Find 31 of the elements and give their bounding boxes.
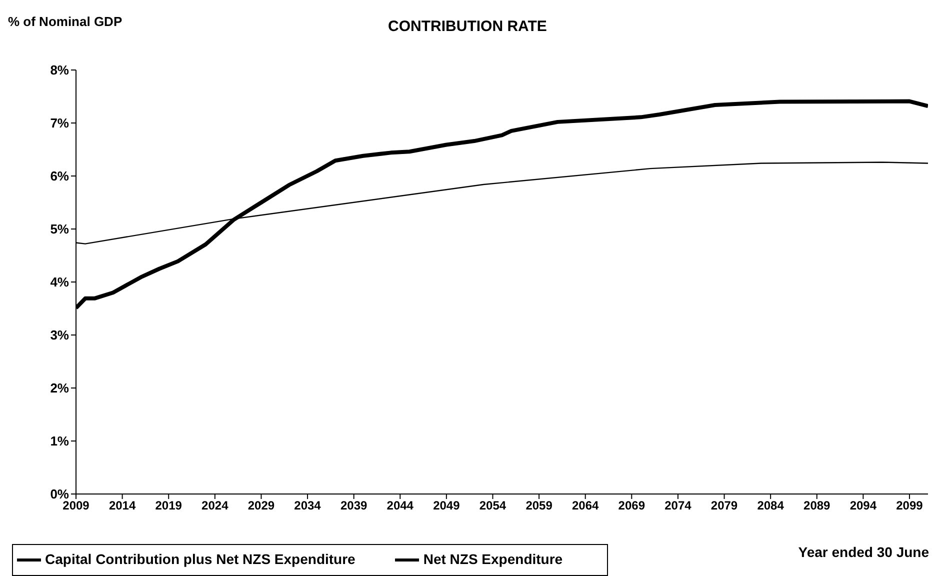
x-tick-label: 2014 [108,498,136,513]
x-tick-label: 2084 [757,498,784,513]
x-tick-label: 2069 [618,498,646,513]
x-tick-label: 2044 [386,498,414,513]
x-tick-label: 2039 [340,498,368,513]
x-tick-label: 2094 [850,498,877,513]
y-axis-title: % of Nominal GDP [8,14,122,29]
x-tick-label: 2049 [433,498,460,513]
chart-title: CONTRIBUTION RATE [388,18,547,35]
x-tick-label: 2079 [710,498,738,513]
x-tick-label: 2089 [804,498,831,513]
x-tick-label: 2019 [155,498,182,513]
y-tick-label: 3% [50,328,70,343]
x-tick-label: 2034 [294,498,322,513]
y-tick-label: 2% [50,380,70,396]
x-axis-title: Year ended 30 June [798,544,929,560]
x-tick-label: 2099 [896,498,924,513]
legend-label: Net NZS Expenditure [423,550,563,567]
x-tick-label: 2029 [248,498,275,513]
x-tick-label: 2074 [664,498,692,513]
y-tick-label: 6% [50,168,70,184]
legend-label: Capital Contribution plus Net NZS Expenditure [45,550,356,567]
x-tick-label: 2024 [202,498,229,513]
y-tick-label: 4% [50,274,70,290]
x-tick-label: 2059 [526,498,553,513]
y-tick-label: 8% [50,62,70,78]
y-tick-label: 7% [50,116,70,131]
x-tick-label: 2054 [479,498,506,513]
x-tick-label: 2064 [572,498,600,513]
y-tick-label: 5% [50,222,70,237]
y-tick-label: 1% [50,434,70,449]
